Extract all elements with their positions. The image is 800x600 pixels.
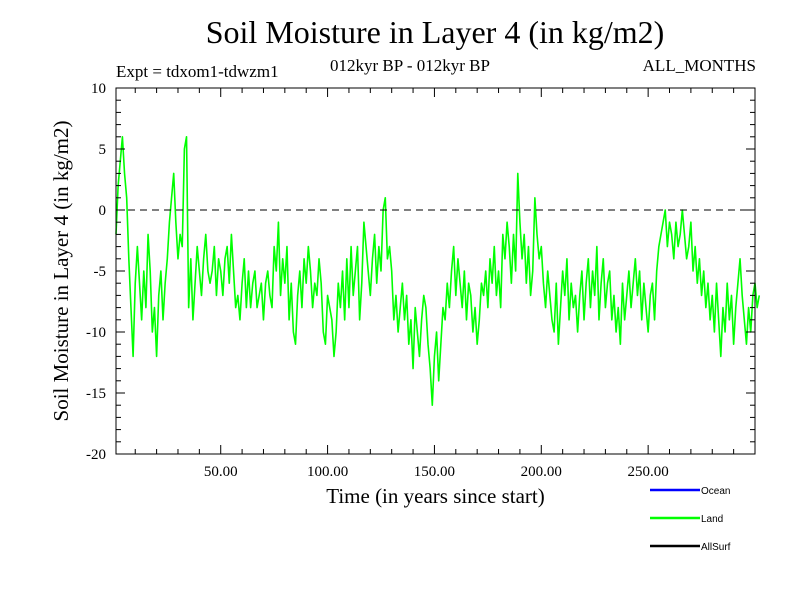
y-tick-label: 0	[99, 203, 107, 219]
legend-label-allsurf: AllSurf	[701, 542, 731, 553]
y-tick-label: 10	[91, 81, 106, 97]
x-tick-label: 200.00	[521, 464, 562, 480]
x-axis-label: Time (in years since start)	[326, 484, 545, 508]
x-tick-label: 250.00	[628, 464, 669, 480]
x-tick-label: 150.00	[414, 464, 455, 480]
y-tick-label: -10	[86, 325, 106, 341]
y-tick-label: -20	[86, 447, 106, 463]
x-tick-label: 50.00	[204, 464, 238, 480]
y-tick-label: -15	[86, 386, 106, 402]
period-label: 012kyr BP - 012kyr BP	[330, 56, 490, 75]
y-tick-label: -5	[94, 264, 107, 280]
legend-label-ocean: Ocean	[701, 486, 730, 497]
experiment-label: Expt = tdxom1-tdwzm1	[116, 62, 279, 81]
legend-label-land: Land	[701, 514, 723, 525]
chart-title: Soil Moisture in Layer 4 (in kg/m2)	[205, 14, 665, 50]
y-tick-label: 5	[99, 142, 107, 158]
y-axis-label: Soil Moisture in Layer 4 (in kg/m2)	[49, 121, 73, 422]
legend: Ocean Land AllSurf	[650, 486, 731, 553]
series-line-land	[115, 136, 761, 407]
months-label: ALL_MONTHS	[642, 56, 756, 75]
x-tick-label: 100.00	[307, 464, 348, 480]
